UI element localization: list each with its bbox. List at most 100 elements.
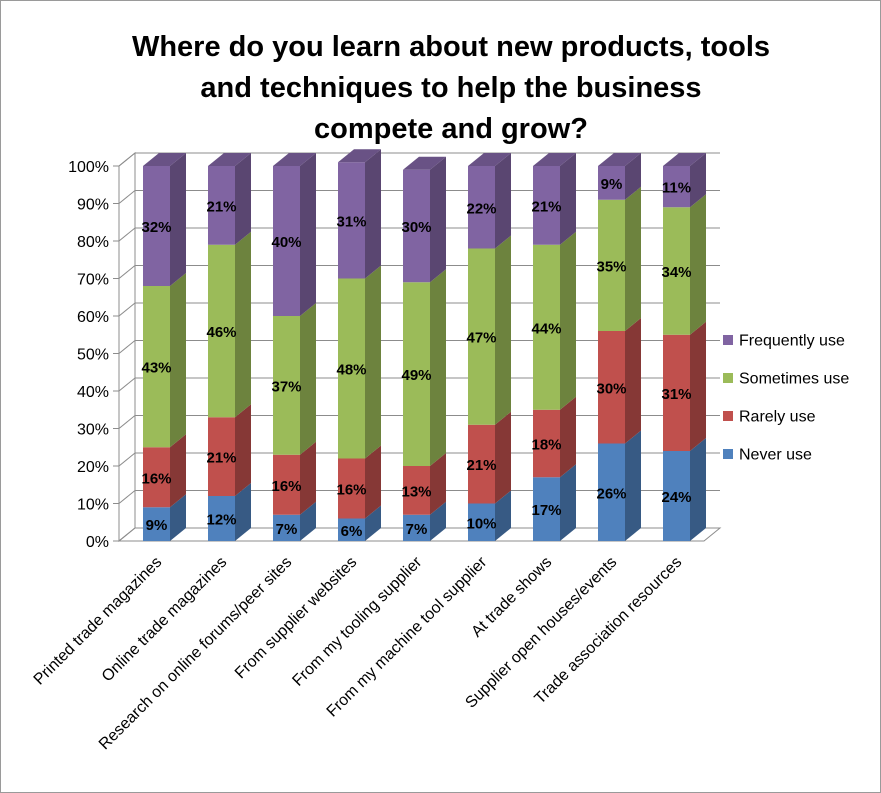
bar-frequently-use-from-supplier-websites-top: [338, 149, 381, 163]
data-label: 16%: [336, 482, 366, 499]
x-category-label: Online trade magazines: [99, 554, 231, 686]
x-category-label: From supplier websites: [232, 554, 360, 682]
y-tick-label: 60%: [77, 309, 109, 326]
bar-never-use-from-my-tooling-supplier-side: [430, 501, 446, 541]
bar-never-use-at-trade-shows: [533, 477, 560, 541]
legend-label-sometimes-use: Sometimes use: [739, 371, 849, 388]
bar-rarely-use-from-my-machine-tool-supplier-side: [495, 411, 511, 504]
y-tick-label: 100%: [68, 159, 109, 176]
bar-rarely-use-from-my-machine-tool-supplier: [468, 424, 495, 504]
bar-never-use-trade-association-resources-side: [690, 438, 706, 541]
bar-frequently-use-online-trade-magazines: [208, 166, 235, 245]
data-label: 47%: [466, 330, 496, 347]
bar-frequently-use-from-supplier-websites-side: [365, 149, 381, 279]
bar-rarely-use-research-on-online-forums-peer-sites-side: [300, 441, 316, 515]
y-tick-label: 20%: [77, 459, 109, 476]
bar-frequently-use-from-my-machine-tool-supplier-top: [468, 153, 511, 166]
data-label: 35%: [596, 258, 626, 275]
bar-never-use-from-supplier-websites-side: [365, 505, 381, 541]
data-label: 17%: [531, 502, 561, 519]
bar-never-use-from-supplier-websites: [338, 518, 365, 541]
data-label: 11%: [662, 180, 691, 197]
chart-title-line-1: Where do you learn about new products, t…: [131, 31, 771, 63]
bar-never-use-from-my-tooling-supplier: [403, 514, 430, 541]
bar-sometimes-use-at-trade-shows: [533, 244, 560, 410]
bar-frequently-use-at-trade-shows-side: [560, 153, 576, 245]
data-label: 43%: [141, 360, 171, 377]
chart-title: Where do you learn about new products, t…: [21, 27, 880, 150]
bar-never-use-research-on-online-forums-peer-sites-side: [300, 501, 316, 541]
bar-frequently-use-supplier-open-houses-events: [598, 166, 625, 200]
data-label: 49%: [401, 367, 431, 384]
y-tick-label: 30%: [77, 422, 109, 439]
gridline: [118, 227, 720, 242]
data-label: 32%: [141, 219, 171, 236]
bar-frequently-use-research-on-online-forums-peer-sites: [273, 166, 300, 316]
data-label: 31%: [661, 386, 691, 403]
legend-swatch-never-use: [723, 449, 733, 459]
data-label: 7%: [406, 521, 428, 538]
gridline: [118, 527, 720, 542]
data-label: 18%: [531, 437, 561, 454]
bar-frequently-use-at-trade-shows: [533, 166, 560, 245]
bar-frequently-use-at-trade-shows-top: [533, 153, 576, 166]
bar-frequently-use-printed-trade-magazines-top: [143, 153, 186, 166]
bar-rarely-use-printed-trade-magazines: [143, 447, 170, 508]
bar-rarely-use-from-my-tooling-supplier-side: [430, 453, 446, 515]
bar-sometimes-use-at-trade-shows-side: [560, 231, 576, 410]
bar-frequently-use-supplier-open-houses-events-top: [598, 153, 641, 166]
bar-never-use-printed-trade-magazines-side: [170, 494, 186, 541]
bar-frequently-use-from-my-tooling-supplier: [403, 169, 430, 283]
bar-sometimes-use-supplier-open-houses-events-side: [625, 186, 641, 331]
bar-never-use-research-on-online-forums-peer-sites: [273, 514, 300, 541]
data-label: 7%: [276, 521, 298, 538]
gridline: [118, 377, 720, 392]
bar-frequently-use-from-my-machine-tool-supplier-side: [495, 153, 511, 249]
y-tick-label: 80%: [77, 234, 109, 251]
bar-sometimes-use-trade-association-resources-side: [690, 194, 706, 335]
y-tick-label: 40%: [77, 384, 109, 401]
data-label: 46%: [206, 324, 236, 341]
bar-frequently-use-trade-association-resources-side: [690, 153, 706, 208]
bar-rarely-use-at-trade-shows: [533, 409, 560, 478]
bar-never-use-from-my-machine-tool-supplier-side: [495, 490, 511, 541]
bar-sometimes-use-from-my-machine-tool-supplier-side: [495, 235, 511, 425]
legend-swatch-sometimes-use: [723, 373, 733, 383]
bar-rarely-use-from-supplier-websites-side: [365, 445, 381, 519]
bar-never-use-trade-association-resources: [663, 451, 690, 541]
bar-sometimes-use-from-supplier-websites-side: [365, 265, 381, 459]
bar-sometimes-use-trade-association-resources: [663, 207, 690, 335]
x-category-label: From my tooling supplier: [289, 553, 425, 689]
bar-rarely-use-supplier-open-houses-events-side: [625, 318, 641, 444]
bar-rarely-use-online-trade-magazines-side: [235, 404, 251, 496]
bar-frequently-use-research-on-online-forums-peer-sites-top: [273, 153, 316, 166]
data-label: 12%: [206, 512, 236, 529]
bar-sometimes-use-printed-trade-magazines: [143, 286, 170, 448]
gridline: [118, 490, 720, 504]
y-tick-label: 0%: [86, 534, 109, 551]
legend-swatch-frequently-use: [723, 335, 733, 345]
data-label: 30%: [401, 219, 431, 236]
bar-frequently-use-from-my-tooling-supplier-top: [403, 156, 446, 170]
y-tick-label: 70%: [77, 272, 109, 289]
data-label: 21%: [466, 457, 496, 474]
bar-sometimes-use-online-trade-magazines: [208, 244, 235, 418]
data-label: 16%: [271, 478, 301, 495]
bar-rarely-use-research-on-online-forums-peer-sites: [273, 454, 300, 515]
bar-rarely-use-from-supplier-websites: [338, 458, 365, 519]
bar-rarely-use-supplier-open-houses-events: [598, 331, 625, 444]
y-tick-label: 90%: [77, 197, 109, 214]
bar-frequently-use-online-trade-magazines-top: [208, 153, 251, 166]
data-label: 22%: [466, 200, 496, 217]
legend-label-rarely-use: Rarely use: [739, 409, 816, 426]
chart-title-line-2: and techniques to help the business: [200, 72, 702, 104]
legend-label-frequently-use: Frequently use: [739, 333, 845, 350]
bar-sometimes-use-from-my-tooling-supplier: [403, 282, 430, 466]
data-label: 21%: [206, 198, 236, 215]
gridline: [118, 452, 720, 467]
data-label: 10%: [466, 515, 496, 532]
bar-rarely-use-from-my-tooling-supplier: [403, 466, 430, 515]
bar-frequently-use-research-on-online-forums-peer-sites-side: [300, 153, 316, 316]
